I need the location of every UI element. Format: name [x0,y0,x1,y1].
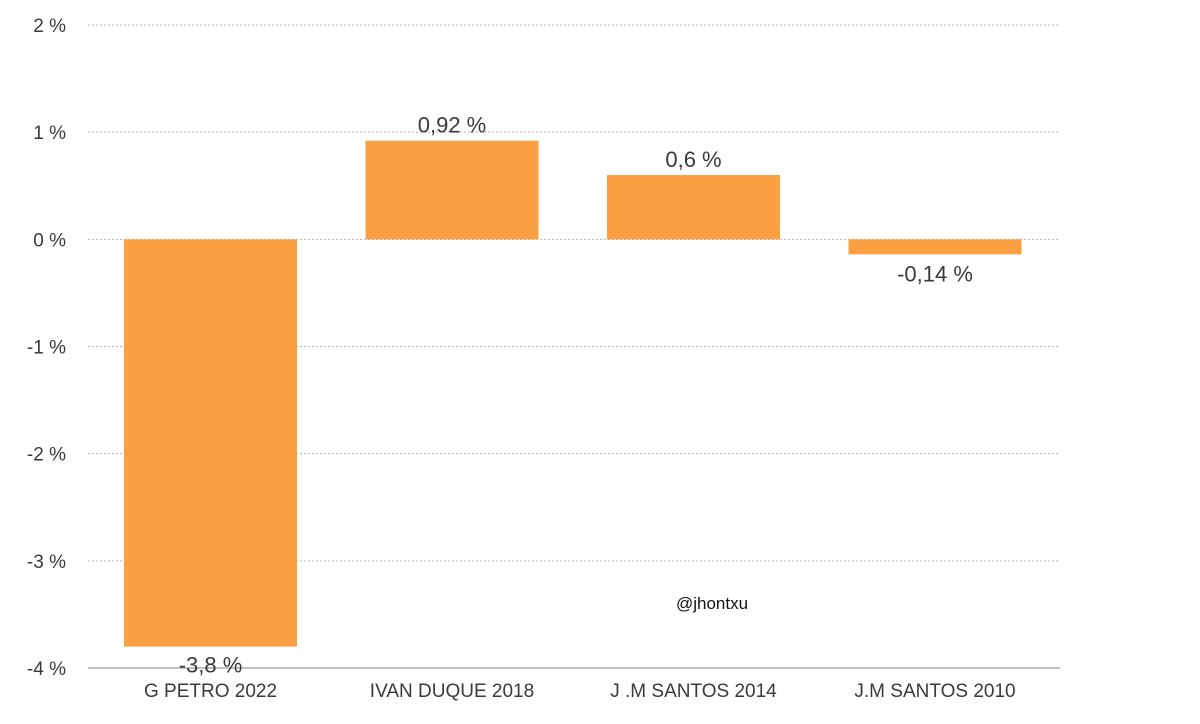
bar [124,239,297,647]
x-category-label: G PETRO 2022 [144,681,277,702]
y-tick-label: 1 % [33,123,66,144]
bars [124,140,1022,647]
y-tick-label: -3 % [27,552,66,573]
y-tick-label: -4 % [27,659,66,680]
data-label: 0,92 % [418,113,487,138]
watermark-text: @jhontxu [676,594,748,613]
x-category-label: IVAN DUQUE 2018 [370,681,534,702]
y-tick-label: 2 % [33,16,66,37]
data-label: -3,8 % [179,653,243,678]
bar [848,239,1022,255]
x-category-label: J.M SANTOS 2010 [854,681,1015,702]
data-labels: -3,8 % 0,92 % 0,6 % -0,14 % [179,113,973,678]
y-tick-label: -2 % [27,445,66,466]
x-category-label: J .M SANTOS 2014 [610,681,777,702]
y-tick-label: 0 % [33,230,66,251]
y-axis-ticks: 2 % 1 % 0 % -1 % -2 % -3 % -4 % [27,16,66,680]
bar [607,175,780,240]
y-tick-label: -1 % [27,338,66,359]
x-axis-categories: G PETRO 2022 IVAN DUQUE 2018 J .M SANTOS 2… [144,681,1016,702]
bar [365,140,539,240]
data-label: 0,6 % [665,147,721,172]
gridlines [88,24,1060,669]
data-label: -0,14 % [897,261,973,286]
